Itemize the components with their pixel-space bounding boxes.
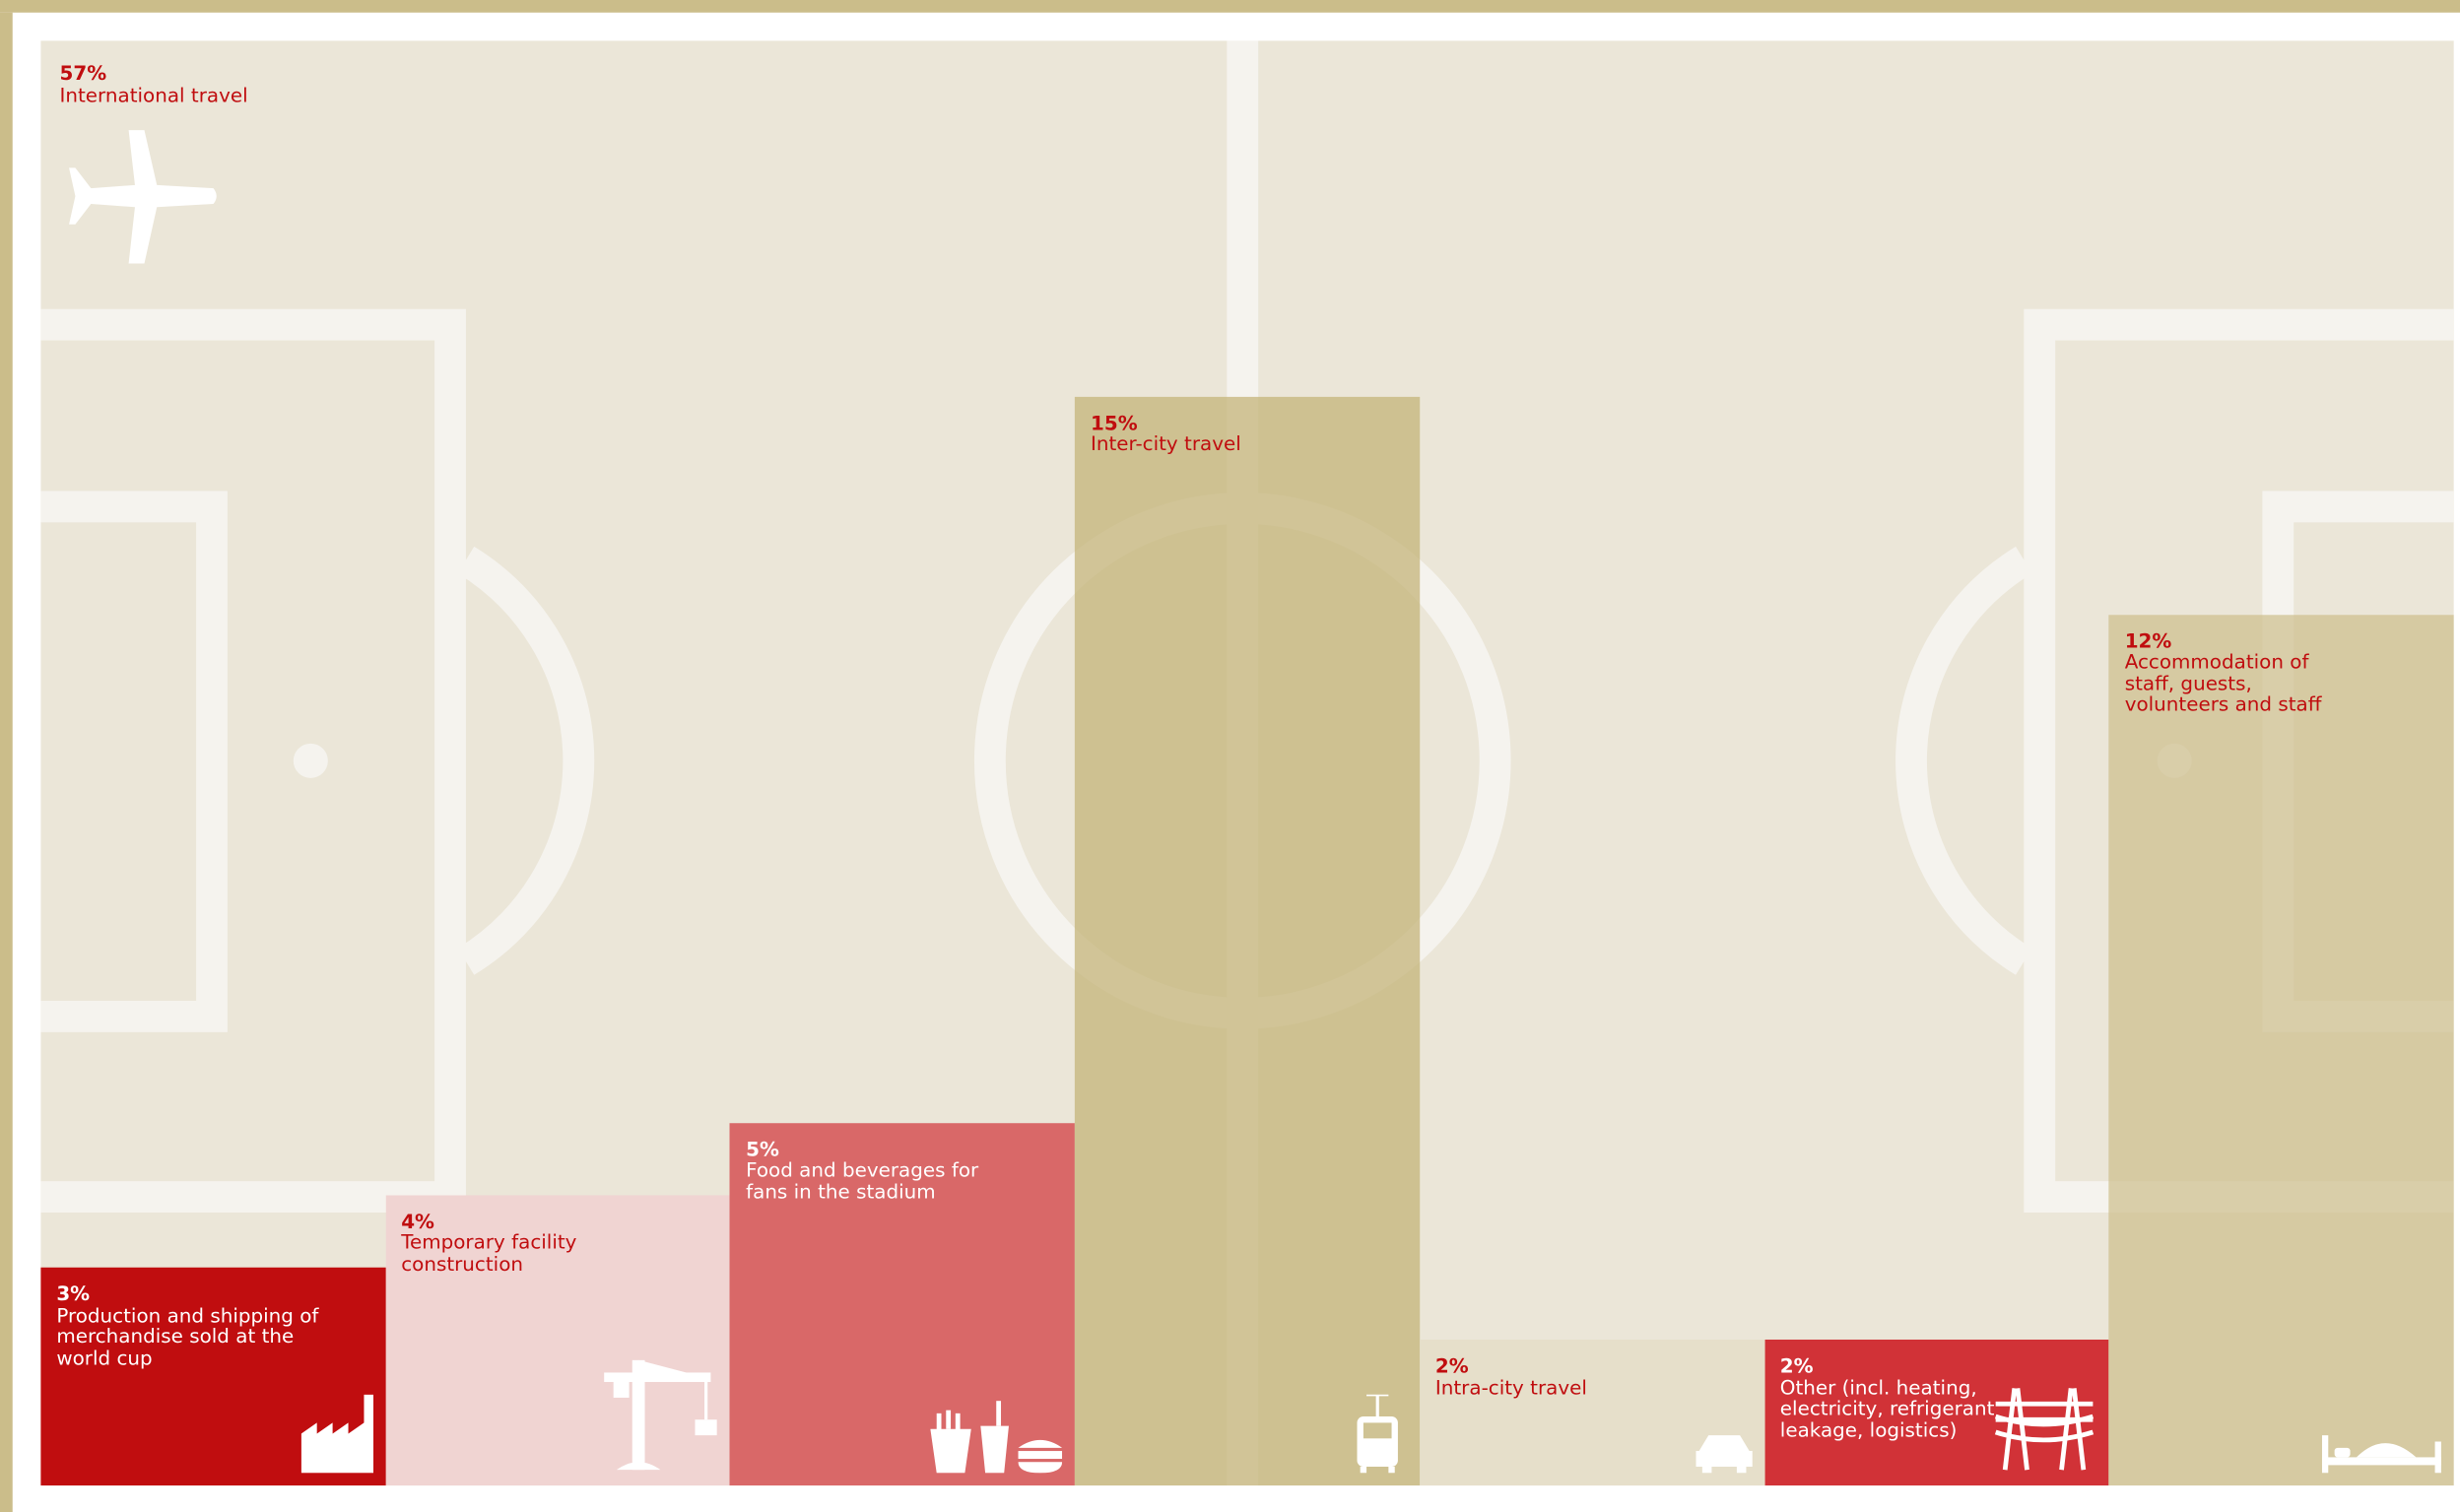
- icon: [930, 1401, 1063, 1474]
- value-label: 12%: [2124, 628, 2172, 653]
- icon: [1695, 1435, 1753, 1474]
- penalty-box: [40, 308, 466, 1214]
- bar: 15% Inter-city travel: [1075, 396, 1420, 1486]
- category-label: Temporary facility construction: [401, 1230, 577, 1276]
- airplane-icon: [69, 130, 217, 264]
- penalty-arc: [457, 546, 595, 975]
- penalty-spot: [293, 743, 328, 778]
- category-label: Other (incl. heating, electricity, refri…: [1779, 1375, 1995, 1442]
- category-label: Production and shipping of merchandise s…: [56, 1302, 319, 1369]
- value-label: 2%: [1434, 1354, 1469, 1378]
- top-band: [0, 0, 2460, 13]
- penalty-arc: [1895, 546, 2032, 975]
- goal-box: [40, 491, 228, 1032]
- data-label: 5% Food and beverages for fans in the sta…: [746, 1139, 981, 1202]
- category-label: Intra-city travel: [1434, 1375, 1587, 1400]
- data-label: 3% Production and shipping of merchandise…: [56, 1283, 326, 1368]
- bar: 2% Other (incl. heating, electricity, ref…: [1763, 1340, 2109, 1486]
- category-label: International travel: [59, 82, 248, 106]
- value-label: 57%: [59, 61, 107, 85]
- value-label: 3%: [56, 1282, 91, 1306]
- value-label: 5%: [746, 1136, 779, 1160]
- icon: [604, 1359, 718, 1471]
- bar: 3% Production and shipping of merchandise…: [40, 1268, 386, 1486]
- value-label: 15%: [1091, 411, 1138, 435]
- bar: 4% Temporary facility construction: [385, 1195, 731, 1486]
- icon: [1357, 1394, 1398, 1474]
- bar: 5% Food and beverages for fans in the sta…: [730, 1122, 1076, 1486]
- data-label: 15% Inter-city travel: [1091, 413, 1326, 455]
- icon: [2321, 1435, 2441, 1474]
- data-label: 2% Other (incl. heating, electricity, ref…: [1780, 1356, 2000, 1441]
- value-label: 2%: [1779, 1354, 1814, 1378]
- data-label: 57% International travel: [60, 63, 248, 105]
- value-label: 4%: [401, 1209, 435, 1233]
- icon: [1995, 1388, 2094, 1471]
- icon: [300, 1394, 373, 1474]
- bar: 2% Intra-city travel: [1419, 1340, 1764, 1486]
- data-label: 12% Accommodation of staff, guests, volun…: [2125, 630, 2360, 715]
- category-label: Accommodation of staff, guests, voluntee…: [2124, 649, 2322, 716]
- data-label: 4% Temporary facility construction: [401, 1211, 605, 1274]
- bar: 12% Accommodation of staff, guests, volun…: [2108, 614, 2454, 1486]
- category-label: Inter-city travel: [1091, 431, 1241, 456]
- data-label: 2% Intra-city travel: [1435, 1356, 1671, 1399]
- category-label: Food and beverages for fans in the stadi…: [746, 1157, 979, 1203]
- left-band: [0, 12, 13, 1512]
